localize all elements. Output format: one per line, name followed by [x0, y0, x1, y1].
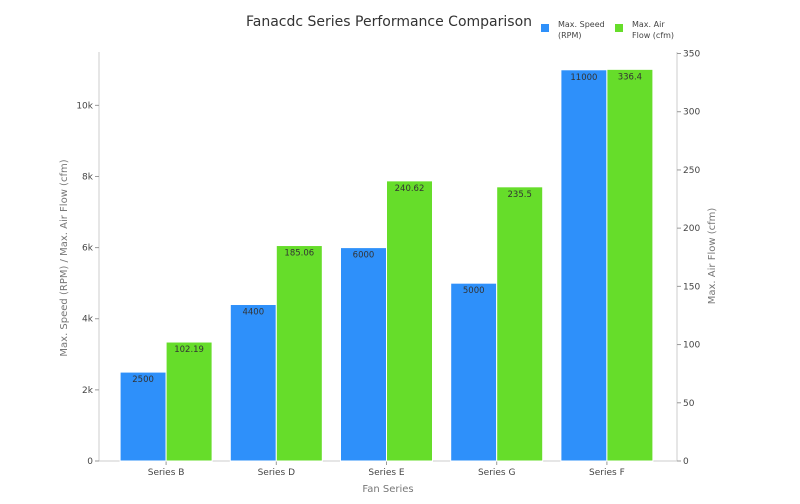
- legend-label-line: (RPM): [558, 31, 582, 40]
- bar: [560, 69, 608, 462]
- legend-label: Max. Air Flow (cfm): [632, 20, 674, 40]
- y2-tick-label: 150: [683, 282, 700, 292]
- data-label: 240.62: [395, 184, 425, 194]
- data-labels-layer: 2500 102.19 4400 185.06 6000 240.62 5000 235.5 1…: [132, 72, 642, 385]
- y-tick-label: 8k: [82, 172, 94, 182]
- legend-swatch: [615, 24, 623, 32]
- y-axis-title: Max. Speed (RPM) / Max. Air Flow (cfm): [59, 159, 70, 356]
- y2-tick-label: 300: [683, 108, 700, 118]
- legend: Max. Speed (RPM) Max. Air Flow (cfm): [541, 20, 674, 40]
- y2-tick-label: 200: [683, 224, 700, 234]
- chart-title: Fanacdc Series Performance Comparison: [246, 14, 532, 30]
- bar: [496, 186, 544, 462]
- legend-swatch: [541, 24, 549, 32]
- y-tick-label: 4k: [82, 315, 94, 325]
- y2-tick-label: 50: [683, 399, 695, 409]
- data-label: 336.4: [618, 72, 642, 82]
- bar: [606, 68, 654, 462]
- x-tick-label: Series D: [258, 468, 296, 478]
- data-label: 5000: [463, 286, 485, 296]
- data-label: 4400: [242, 308, 264, 318]
- y2-axis-title: Max. Air Flow (cfm): [707, 208, 718, 305]
- data-label: 235.5: [508, 190, 532, 200]
- x-tick-label: Series G: [478, 468, 516, 478]
- data-label: 11000: [570, 73, 597, 83]
- x-axis-title: Fan Series: [362, 484, 413, 495]
- bar: [386, 180, 433, 462]
- x-tick-label: Series B: [148, 468, 185, 478]
- bar: [450, 282, 498, 462]
- bars-layer: [119, 68, 654, 462]
- bar: [340, 247, 387, 462]
- y-tick-label: 2k: [82, 386, 94, 396]
- legend-label-line: Flow (cfm): [632, 31, 674, 40]
- y2-tick-label: 0: [683, 457, 689, 467]
- y-tick-label: 6k: [82, 244, 94, 254]
- x-tick-label: Series F: [589, 468, 625, 478]
- x-tick-label: Series E: [368, 468, 405, 478]
- y2-tick-label: 250: [683, 166, 700, 176]
- legend-label-line: Max. Speed: [558, 20, 605, 29]
- y2-tick-label: 350: [683, 50, 700, 60]
- bar: [165, 341, 213, 462]
- data-label: 102.19: [174, 345, 204, 355]
- y-tick-label: 10k: [76, 101, 93, 111]
- legend-label-line: Max. Air: [632, 20, 665, 29]
- data-label: 6000: [353, 251, 375, 261]
- bar: [275, 245, 323, 462]
- y-tick-label: 0: [87, 457, 93, 467]
- data-label: 185.06: [284, 249, 314, 259]
- y2-tick-label: 100: [683, 341, 700, 351]
- bar: [229, 304, 277, 462]
- legend-label: Max. Speed (RPM): [558, 20, 605, 40]
- data-label: 2500: [132, 375, 154, 385]
- bar: [119, 371, 167, 462]
